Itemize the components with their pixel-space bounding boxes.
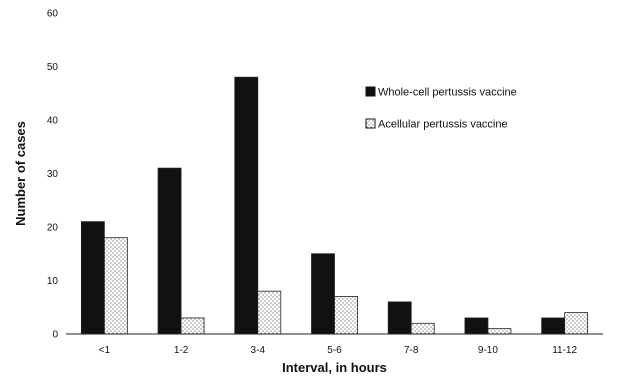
bar-acellular-9-10 [487, 328, 512, 335]
x-tick-label: <1 [99, 345, 111, 356]
x-tick-label: 5-6 [327, 345, 342, 356]
bar-whole-cell-11-12 [541, 317, 566, 335]
bar-acellular-<1 [103, 237, 128, 335]
x-tick-label: 11-12 [552, 345, 577, 356]
bar-whole-cell-9-10 [464, 317, 489, 335]
bar-whole-cell-7-8 [387, 301, 412, 335]
legend: Whole-cell pertussis vaccine Acellular p… [365, 86, 517, 131]
bar-whole-cell-<1 [80, 221, 105, 335]
y-tick-label: 20 [47, 223, 59, 234]
x-tick-label: 3-4 [251, 345, 266, 356]
bar-acellular-11-12 [564, 312, 589, 335]
y-tick-label: 50 [47, 62, 59, 73]
bars-group [80, 76, 589, 335]
y-tick-label: 40 [47, 116, 59, 127]
y-tick-label: 60 [47, 9, 59, 20]
x-tick-label: 1-2 [174, 345, 189, 356]
y-tick-label: 10 [47, 276, 59, 287]
y-tick-label: 30 [47, 169, 59, 180]
bar-acellular-7-8 [410, 322, 435, 335]
bar-acellular-5-6 [334, 296, 358, 335]
legend-swatch-whole-cell [365, 86, 376, 97]
y-tick-label: 0 [52, 330, 58, 341]
bar-acellular-1-2 [180, 317, 205, 335]
bar-whole-cell-1-2 [157, 167, 182, 335]
legend-label-acellular: Acellular pertussis vaccine [378, 119, 508, 131]
y-axis-ticks: 0 10 20 30 40 50 60 [47, 9, 59, 341]
x-axis-ticks: <1 1-2 3-4 5-6 7-8 9-10 11-12 [99, 345, 578, 356]
legend-label-whole-cell: Whole-cell pertussis vaccine [378, 87, 517, 99]
y-axis-title: Number of cases [13, 121, 28, 226]
bar-whole-cell-5-6 [311, 253, 335, 335]
x-tick-label: 9-10 [478, 345, 498, 356]
x-tick-label: 7-8 [404, 345, 419, 356]
x-axis-title: Interval, in hours [282, 360, 387, 375]
legend-swatch-acellular [365, 118, 376, 129]
bar-whole-cell-3-4 [234, 76, 259, 335]
bar-acellular-3-4 [257, 290, 282, 335]
